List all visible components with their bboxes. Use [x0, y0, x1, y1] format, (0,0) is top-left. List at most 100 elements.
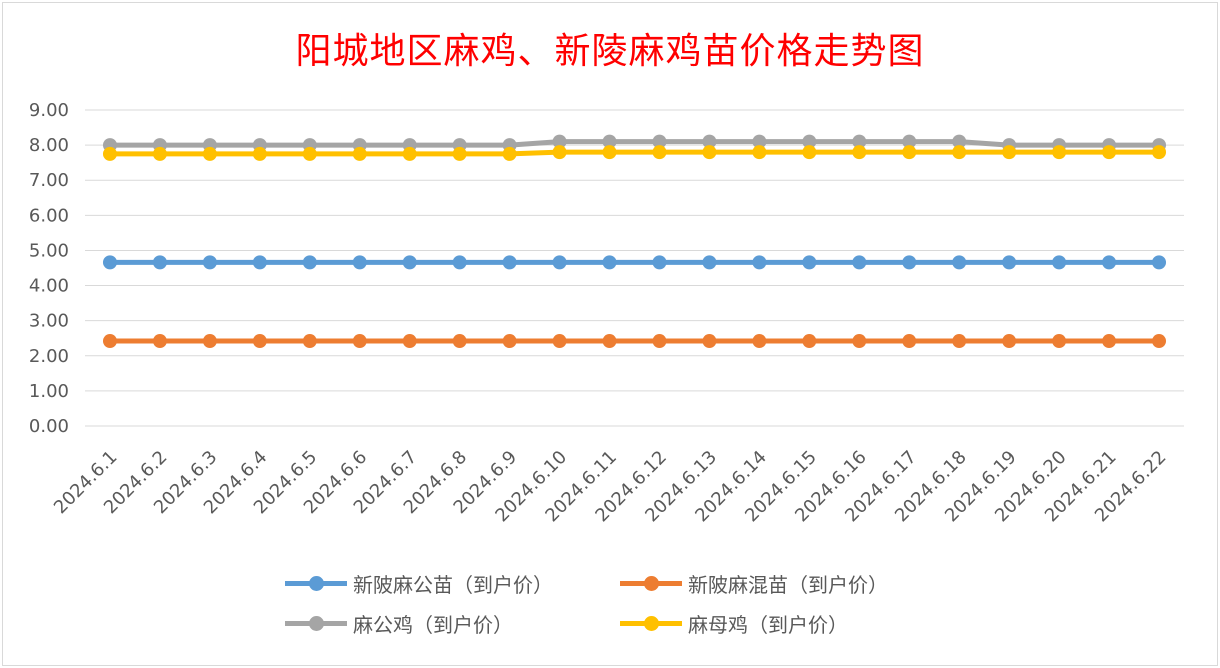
data-point-s0-12	[702, 255, 717, 270]
data-point-s3-10	[602, 145, 617, 160]
data-point-s3-11	[652, 145, 667, 160]
data-point-s2-12	[702, 134, 717, 149]
data-point-s0-6	[402, 255, 417, 270]
legend-label-2: 麻公鸡（到户价）	[353, 612, 513, 637]
data-point-s0-7	[452, 255, 467, 270]
data-point-s3-1	[152, 146, 167, 161]
data-point-s1-4	[302, 334, 317, 349]
data-point-s0-18	[1002, 255, 1017, 270]
data-point-s1-9	[552, 334, 567, 349]
data-point-s0-2	[202, 255, 217, 270]
legend-swatch-0	[285, 568, 347, 598]
data-point-s1-15	[852, 334, 867, 349]
data-point-s1-16	[902, 334, 917, 349]
data-point-s1-8	[502, 334, 517, 349]
series-line-2	[107, 139, 1162, 148]
legend-label-0: 新陂麻公苗（到户价）	[353, 572, 553, 597]
data-point-s3-2	[202, 146, 217, 161]
y-tick-label-3: 3.00	[29, 311, 69, 332]
data-point-s1-17	[952, 334, 967, 349]
data-point-s3-3	[252, 146, 267, 161]
data-point-s0-11	[652, 255, 667, 270]
data-point-s0-15	[852, 255, 867, 270]
data-point-s0-0	[102, 255, 117, 270]
data-point-s0-1	[152, 255, 167, 270]
data-point-s0-9	[552, 255, 567, 270]
data-point-s0-20	[1102, 255, 1117, 270]
legend-label-3: 麻母鸡（到户价）	[688, 612, 848, 637]
legend-swatch-3	[620, 608, 682, 638]
data-point-s1-18	[1002, 334, 1017, 349]
data-point-s3-15	[852, 145, 867, 160]
data-point-s1-2	[202, 334, 217, 349]
legend-item-series-2: 麻公鸡（到户价）	[285, 608, 513, 638]
legend-item-series-3: 麻母鸡（到户价）	[620, 608, 848, 638]
y-tick-label-8: 8.00	[29, 135, 69, 156]
y-tick-label-4: 4.00	[29, 276, 69, 297]
data-point-s0-4	[302, 255, 317, 270]
y-tick-label-0: 0.00	[29, 416, 69, 437]
data-point-s2-15	[852, 134, 867, 149]
y-tick-label-7: 7.00	[29, 170, 69, 191]
data-point-s2-11	[652, 134, 667, 149]
data-point-s0-13	[752, 255, 767, 270]
data-point-s2-13	[752, 134, 767, 149]
data-point-s3-12	[702, 145, 717, 160]
data-point-s1-5	[352, 334, 367, 349]
data-point-s0-16	[902, 255, 917, 270]
data-point-s1-14	[802, 334, 817, 349]
legend-swatch-1	[620, 568, 682, 598]
data-point-s2-14	[802, 134, 817, 149]
data-point-s0-5	[352, 255, 367, 270]
legend-swatch-2	[285, 608, 347, 638]
data-point-s0-21	[1152, 255, 1167, 270]
data-point-s3-13	[752, 145, 767, 160]
data-point-s1-12	[702, 334, 717, 349]
data-point-s1-11	[652, 334, 667, 349]
y-tick-label-2: 2.00	[29, 346, 69, 367]
data-point-s3-20	[1102, 145, 1117, 160]
data-point-s1-20	[1102, 334, 1117, 349]
data-point-s3-4	[302, 146, 317, 161]
data-point-s1-7	[452, 334, 467, 349]
data-point-s0-14	[802, 255, 817, 270]
data-point-s1-19	[1052, 334, 1067, 349]
data-point-s0-17	[952, 255, 967, 270]
chart-title: 阳城地区麻鸡、新陵麻鸡苗价格走势图	[295, 31, 925, 72]
legend-label-1: 新陂麻混苗（到户价）	[688, 572, 888, 597]
data-point-s3-9	[552, 145, 567, 160]
data-point-s3-14	[802, 145, 817, 160]
data-point-s3-7	[452, 146, 467, 161]
legend-item-series-1: 新陂麻混苗（到户价）	[620, 568, 888, 598]
data-point-s3-18	[1002, 145, 1017, 160]
data-point-s1-10	[602, 334, 617, 349]
data-point-s3-17	[952, 145, 967, 160]
data-point-s1-0	[102, 334, 117, 349]
data-point-s0-19	[1052, 255, 1067, 270]
data-point-s3-0	[102, 146, 117, 161]
legend-item-series-0: 新陂麻公苗（到户价）	[285, 568, 553, 598]
data-point-s0-8	[502, 255, 517, 270]
data-point-s2-17	[952, 134, 967, 149]
y-tick-label-5: 5.00	[29, 240, 69, 261]
data-point-s3-21	[1152, 145, 1167, 160]
data-point-s1-21	[1152, 334, 1167, 349]
data-point-s3-19	[1052, 145, 1067, 160]
data-point-s3-16	[902, 145, 917, 160]
data-point-s3-6	[402, 146, 417, 161]
data-point-s3-5	[352, 146, 367, 161]
data-point-s2-9	[552, 134, 567, 149]
data-point-s1-1	[152, 334, 167, 349]
data-point-s2-10	[602, 134, 617, 149]
y-tick-label-1: 1.00	[29, 381, 69, 402]
data-point-s2-16	[902, 134, 917, 149]
data-point-s1-6	[402, 334, 417, 349]
y-tick-label-6: 6.00	[29, 205, 69, 226]
data-point-s1-3	[252, 334, 267, 349]
data-point-s1-13	[752, 334, 767, 349]
series-line-3	[107, 149, 1162, 157]
data-point-s0-3	[252, 255, 267, 270]
data-point-s0-10	[602, 255, 617, 270]
